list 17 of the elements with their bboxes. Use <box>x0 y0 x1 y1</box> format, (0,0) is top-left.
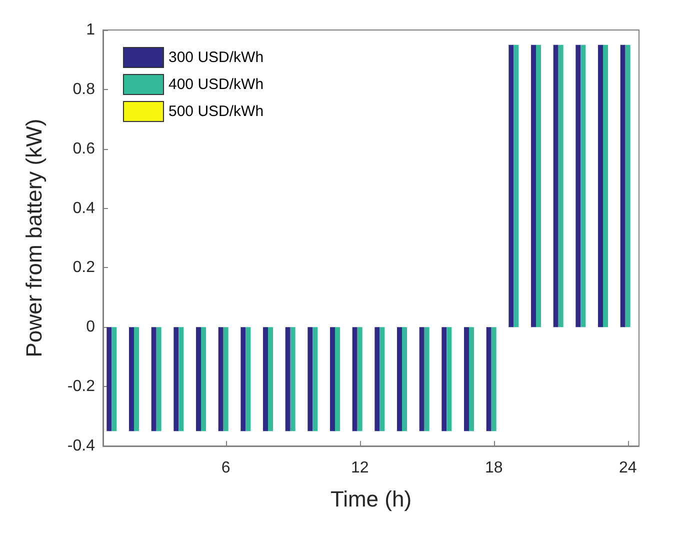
x-tick-label: 6 <box>221 460 230 476</box>
y-tick-label: -0.4 <box>67 438 96 454</box>
y-tick-label: 0.8 <box>72 80 96 98</box>
x-tick-label: 24 <box>618 460 637 476</box>
x-tick-label: 18 <box>484 460 503 476</box>
y-tick-label: 0.4 <box>72 200 96 217</box>
y-tick-label: -0.2 <box>67 378 96 396</box>
y-tick-label: 1 <box>86 22 96 38</box>
legend-label: 300 USD/kWh <box>168 49 264 66</box>
x-axis-title: Time (h) <box>330 486 412 512</box>
y-axis-title: Power from battery (kW) <box>22 118 46 358</box>
y-tick-label: 0 <box>86 318 96 336</box>
y-tick-label: 0.2 <box>72 259 96 276</box>
legend-label: 500 USD/kWh <box>168 103 264 120</box>
y-tick-label: 0.6 <box>72 140 96 158</box>
x-tick-label: 12 <box>350 460 369 476</box>
legend-label: 400 USD/kWh <box>168 76 264 93</box>
